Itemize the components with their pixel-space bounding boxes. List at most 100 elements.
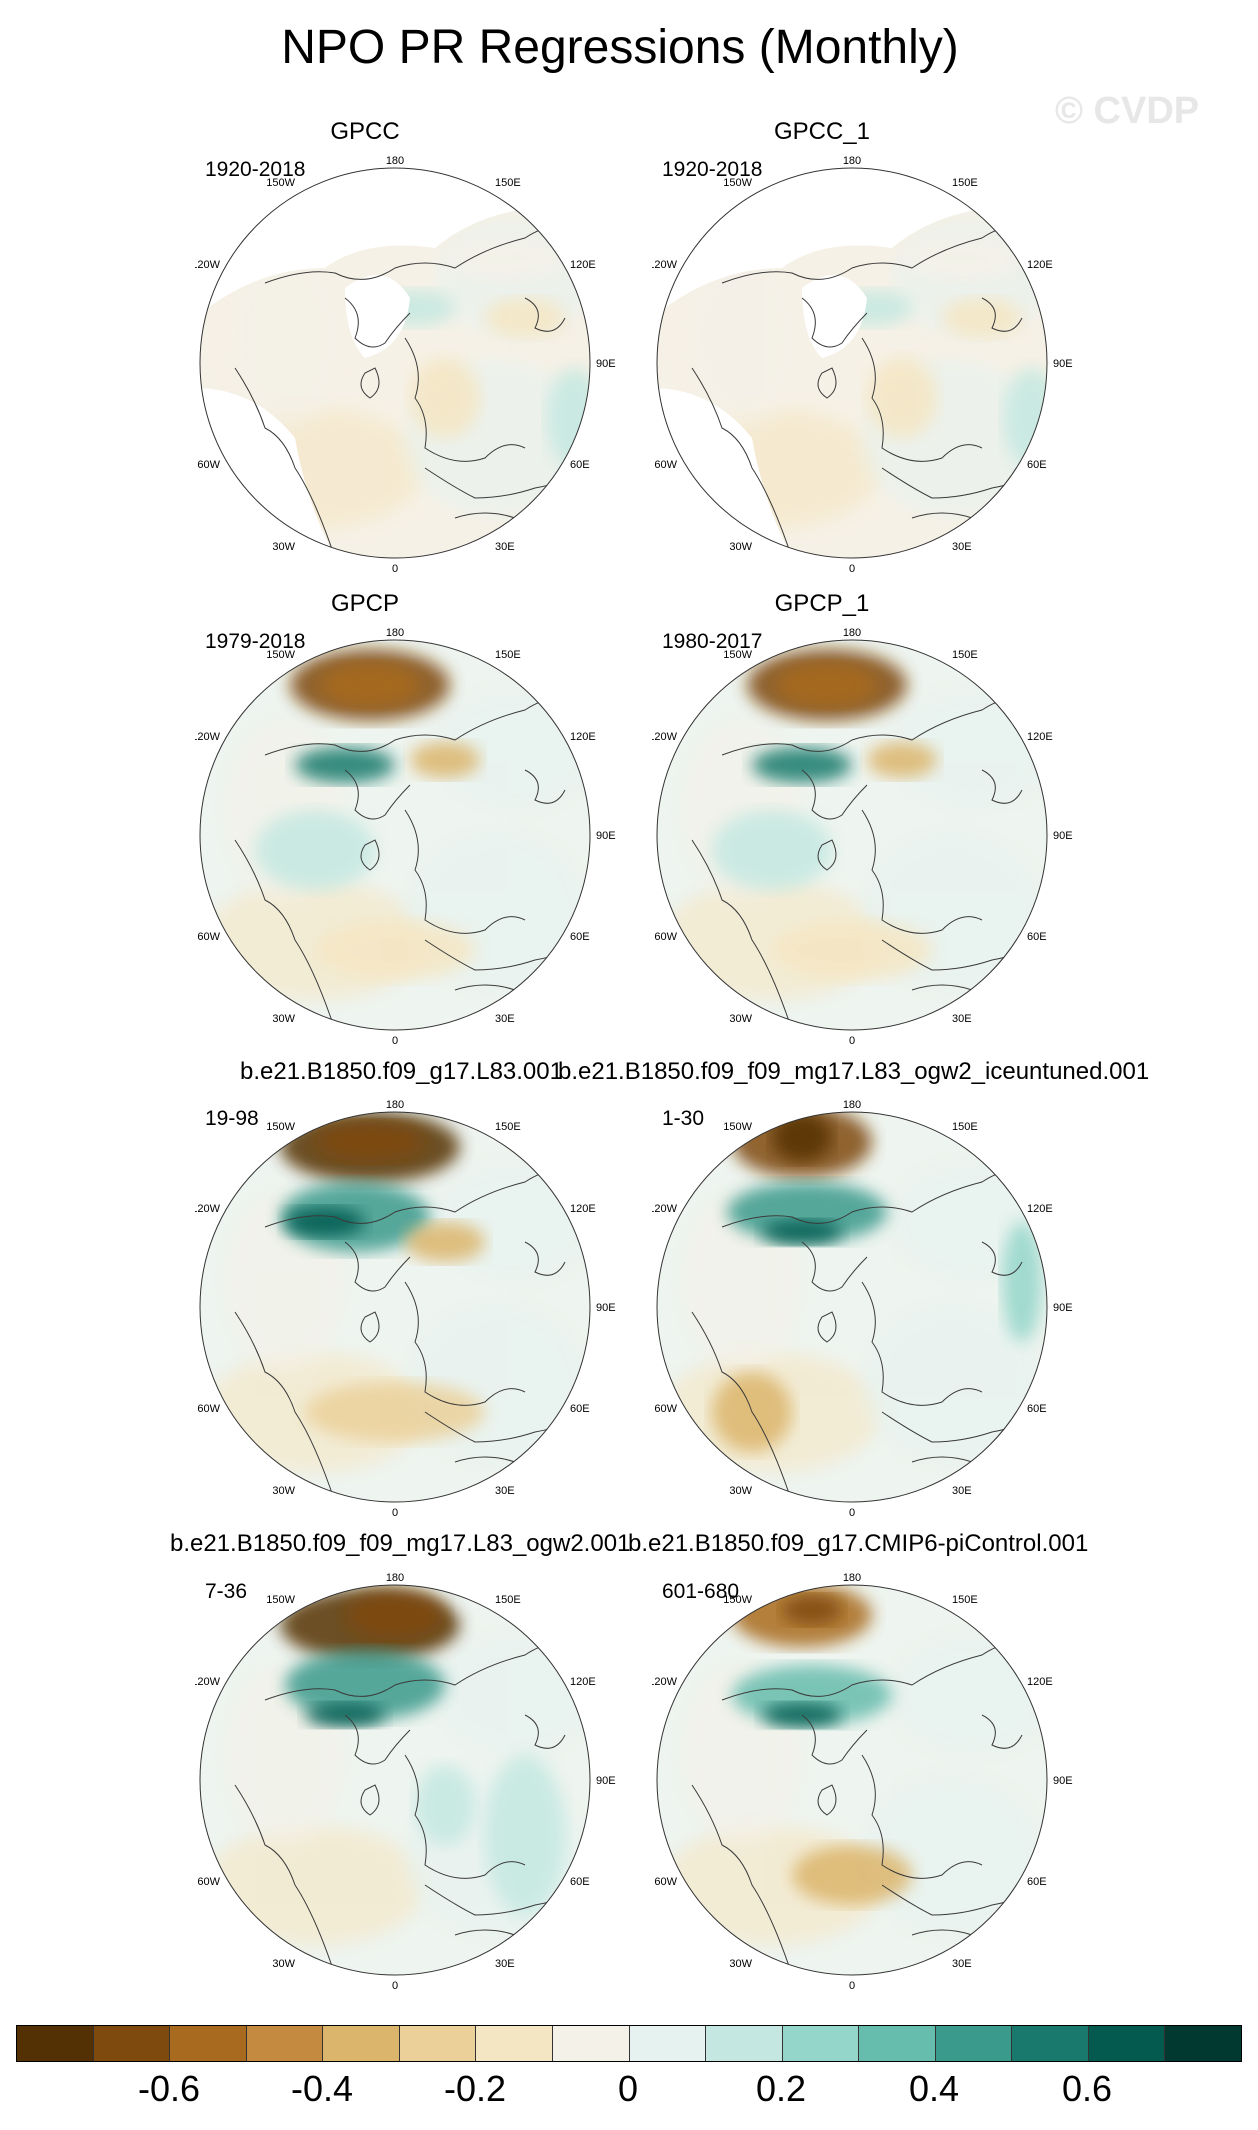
coastline	[801, 1241, 868, 1292]
polar-map: 180090W90E150W150E120W120E60W60E30W30E	[195, 155, 616, 575]
polar-map: 180090W90E150W150E120W120E60W60E30W30E	[652, 1099, 1073, 1519]
coastline	[691, 1311, 793, 1502]
longitude-label: 90E	[1053, 358, 1073, 370]
anomaly-shading	[485, 298, 565, 338]
longitude-label: 30E	[952, 1485, 972, 1497]
longitude-label: 30E	[495, 1013, 515, 1025]
coastline	[691, 839, 793, 1030]
colorbar-segment	[1165, 2026, 1241, 2061]
anomaly-shading	[225, 248, 345, 428]
map-panel: GPCP1979-2018180090W90E150W150E120W120E6…	[195, 590, 655, 1060]
colorbar-tick-label: 0.6	[1061, 2068, 1113, 2109]
coastline	[360, 839, 380, 871]
row4-left-title: b.e21.B1850.f09_f09_mg17.L83_ogw2.001	[170, 1530, 631, 1557]
missing-data-area	[345, 275, 410, 358]
map-boundary	[199, 1111, 591, 1503]
anomaly-shading	[285, 1207, 365, 1237]
colorbar-segment	[476, 2026, 553, 2061]
panel-period: 19-98	[205, 1107, 259, 1130]
anomaly-shading	[405, 1222, 485, 1262]
longitude-label: 120E	[1027, 731, 1053, 743]
coastline	[264, 1170, 576, 1228]
coastline	[691, 1784, 793, 1975]
colorbar-tick-label: -0.4	[290, 2068, 354, 2109]
longitude-label: 30W	[729, 1013, 752, 1025]
longitude-label: 60W	[197, 931, 220, 943]
longitude-label: 60W	[197, 1876, 220, 1888]
coastline	[861, 1754, 983, 1879]
anomaly-shading	[1002, 1222, 1042, 1342]
coastline	[861, 1281, 983, 1406]
longitude-label: 150W	[723, 649, 752, 661]
longitude-label: 60E	[570, 1403, 590, 1415]
longitude-label: 0	[392, 1980, 398, 1992]
colorbar-segment	[552, 2026, 630, 2061]
coastline	[344, 297, 411, 348]
anomaly-shading	[320, 663, 420, 707]
anomaly-shading	[315, 1122, 425, 1162]
map-boundary	[199, 167, 591, 559]
longitude-label: 120W	[195, 1676, 221, 1688]
coastline	[801, 297, 868, 348]
coastline	[360, 1784, 380, 1816]
longitude-label: 120E	[1027, 259, 1053, 271]
map-panel: 19-98180090W90E150W150E120W120E60W60E30W…	[195, 1062, 655, 1532]
coastline	[981, 769, 1023, 804]
longitude-label: 60E	[570, 1876, 590, 1888]
colorbar-segment	[1012, 2026, 1089, 2061]
row3-right-title: b.e21.B1850.f09_f09_mg17.L83_ogw2_iceunt…	[558, 1058, 1150, 1085]
coastline	[721, 1170, 1033, 1228]
longitude-label: 150E	[952, 649, 978, 661]
longitude-label: 180	[386, 155, 404, 167]
longitude-label: 60E	[1027, 931, 1047, 943]
coastline	[234, 367, 336, 558]
longitude-label: 150E	[495, 1594, 521, 1606]
longitude-label: 60W	[197, 459, 220, 471]
anomaly-shading	[205, 1825, 425, 1945]
longitude-label: 60E	[570, 931, 590, 943]
figure-title: NPO PR Regressions (Monthly)	[281, 21, 959, 74]
colorbar-tick-label: 0.2	[755, 2068, 807, 2109]
longitude-label: 180	[843, 1572, 861, 1584]
anomaly-shading	[862, 1775, 1042, 1935]
anomaly-shading	[415, 1765, 475, 1845]
row3-left-title: b.e21.B1850.f09_g17.L83.001	[240, 1058, 563, 1085]
coastline	[344, 769, 411, 820]
map-boundary	[656, 1111, 1048, 1503]
anomaly-shading	[772, 920, 932, 980]
panel-period: 1920-2018	[205, 158, 306, 181]
anomaly-shading	[942, 298, 1022, 338]
longitude-label: 90E	[596, 1775, 616, 1787]
anomaly-shading	[285, 1650, 445, 1720]
longitude-label: 150W	[723, 1594, 752, 1606]
longitude-label: 0	[849, 1507, 855, 1519]
colorbar-segment	[1088, 2026, 1166, 2061]
longitude-label: 60W	[197, 1403, 220, 1415]
colorbar-tick-label: 0	[617, 2068, 639, 2109]
longitude-label: 120E	[570, 1676, 596, 1688]
colorbar-tick-label: -0.6	[137, 2068, 201, 2109]
longitude-label: 150W	[266, 1121, 295, 1133]
coastline	[817, 1784, 837, 1816]
colorbar-segment	[170, 2026, 247, 2061]
polar-map: 180090W90E150W150E120W120E60W60E30W30E	[652, 627, 1073, 1047]
panel-period: 1979-2018	[205, 630, 306, 653]
map-boundary	[199, 639, 591, 1031]
coastline	[981, 297, 1023, 332]
coastline	[264, 226, 576, 284]
anomaly-shading	[410, 742, 480, 778]
coastline	[721, 698, 1033, 756]
map-boundary	[656, 1584, 1048, 1976]
longitude-label: 120W	[195, 731, 221, 743]
longitude-label: 30W	[272, 541, 295, 553]
longitude-label: 120E	[1027, 1676, 1053, 1688]
longitude-label: 60W	[654, 459, 677, 471]
anomaly-shading	[867, 742, 937, 778]
anomaly-shading	[485, 1755, 565, 1915]
longitude-label: 0	[849, 1035, 855, 1047]
panel-title: GPCC	[330, 118, 400, 145]
longitude-label: 120W	[195, 1203, 221, 1215]
coastline	[861, 337, 983, 462]
longitude-label: 30W	[729, 1485, 752, 1497]
longitude-label: 60E	[1027, 1403, 1047, 1415]
